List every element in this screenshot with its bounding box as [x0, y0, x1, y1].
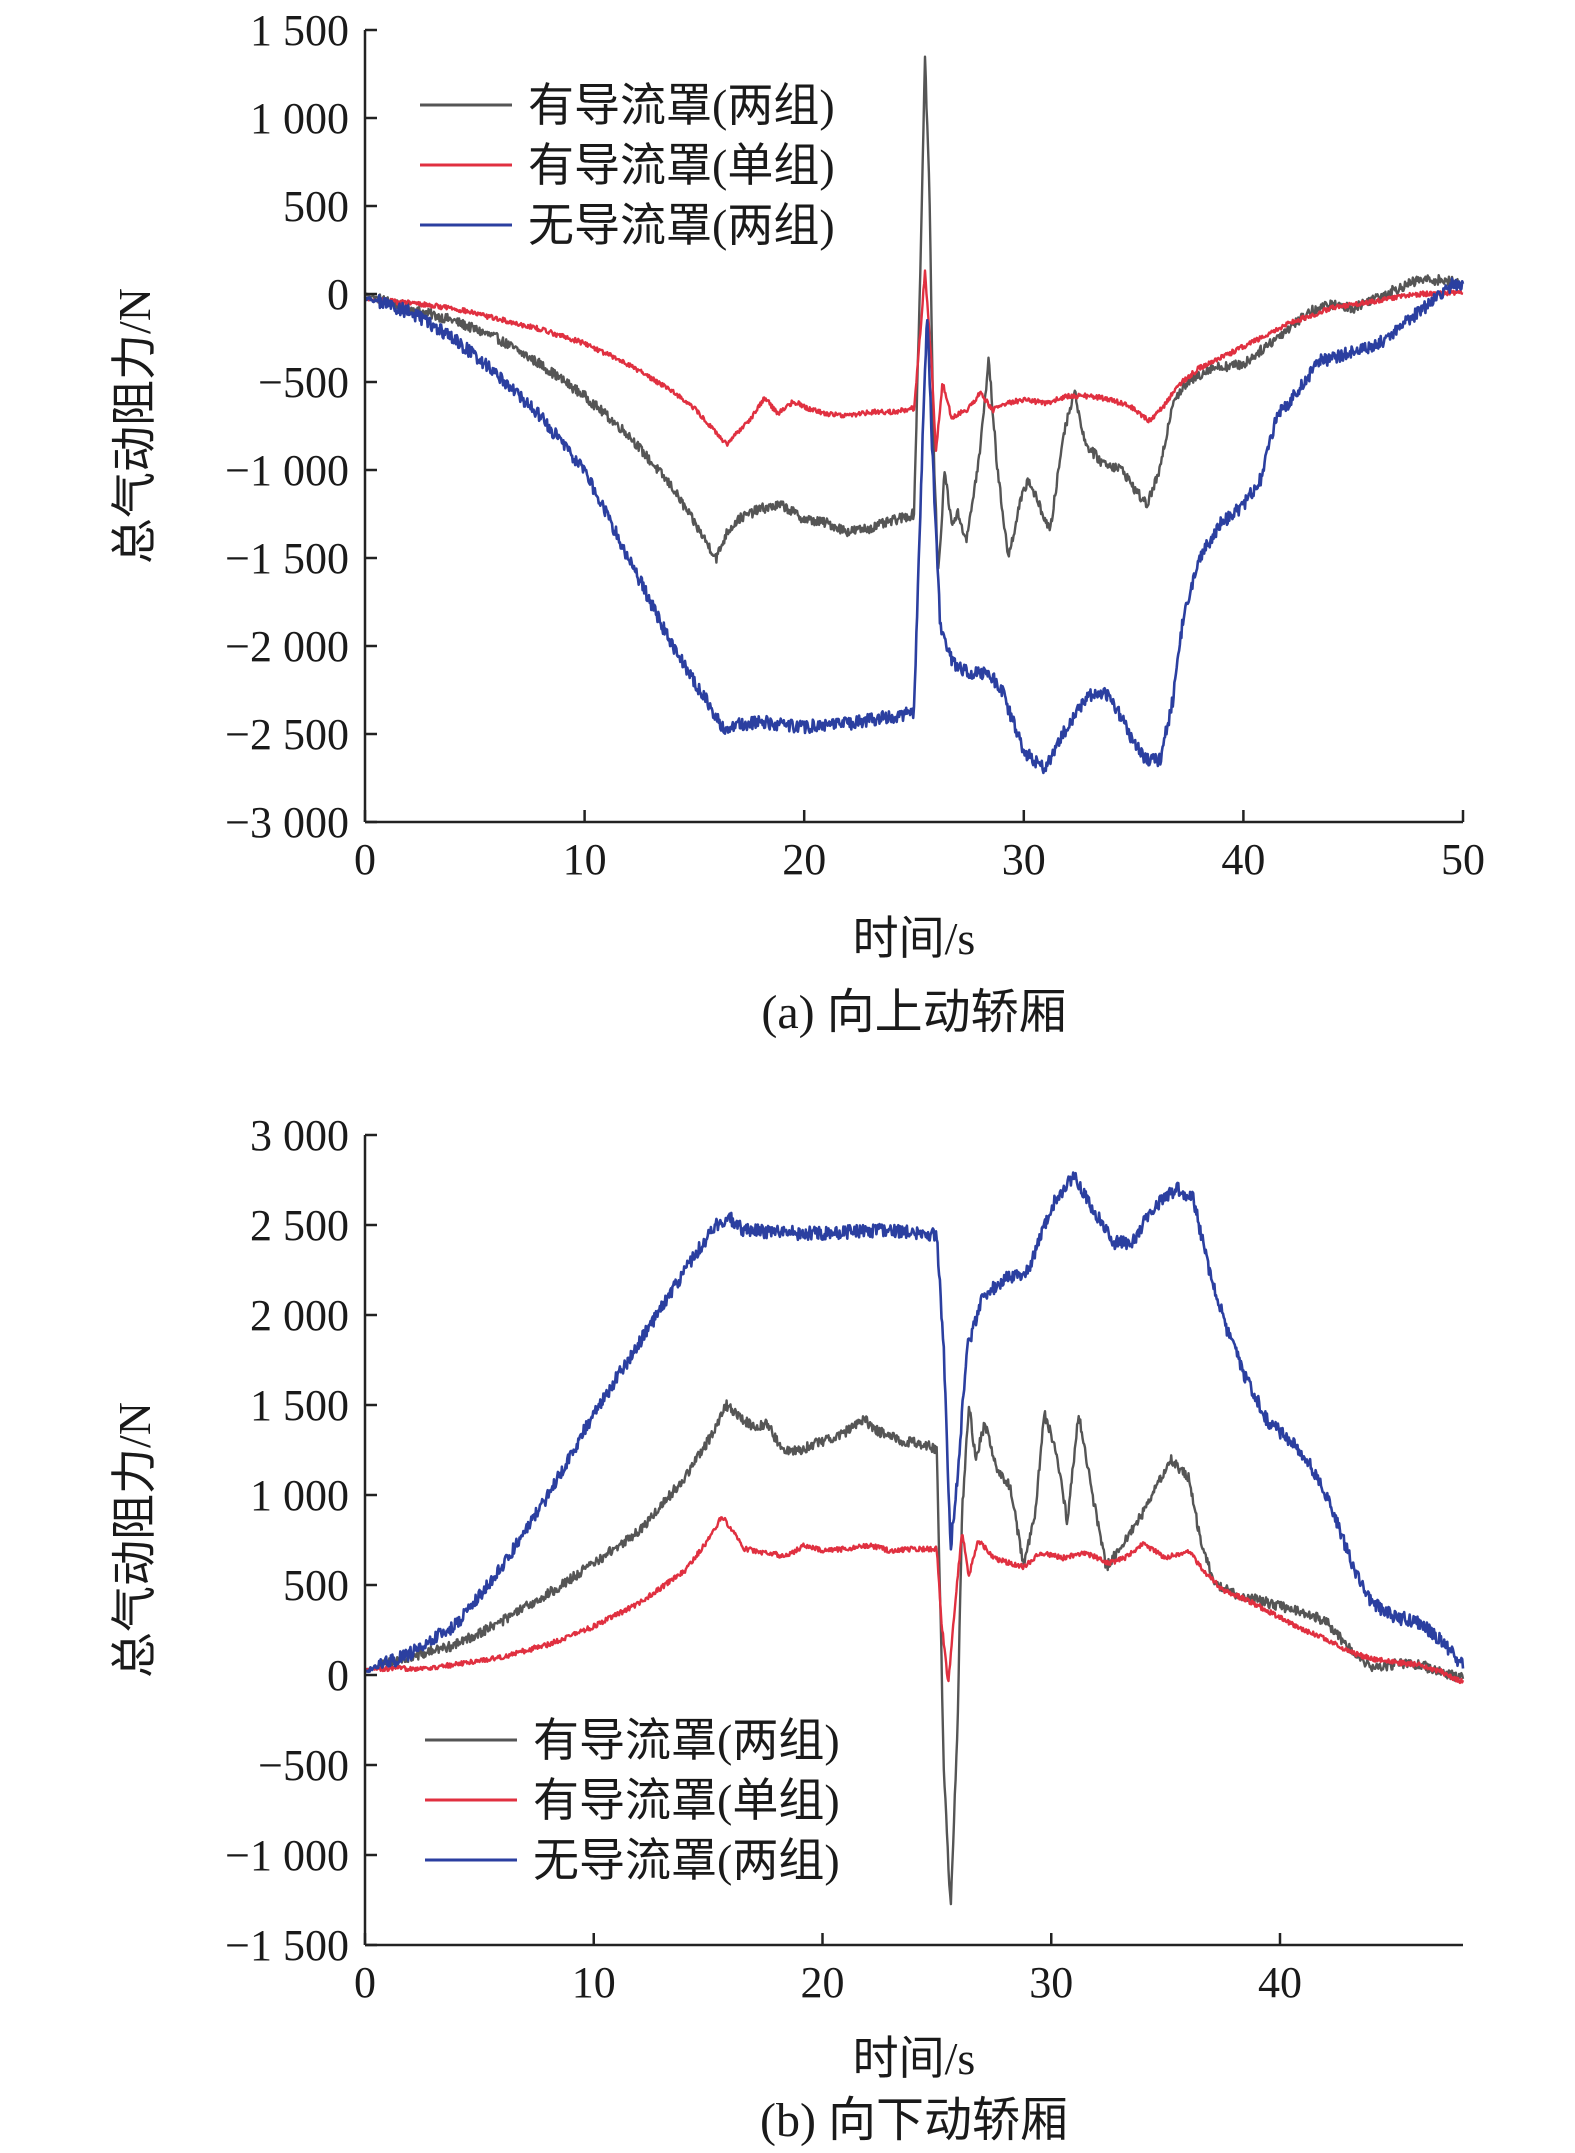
chart-a-y-ticks: 1 500 1 000 500 0 −500 −1 000 −1 500 −2 000 −2 5…	[225, 6, 377, 847]
chart-b-x-tick-label-2: 20	[801, 1958, 845, 2007]
chart-b-legend-label-0: 有导流罩(两组)	[533, 1715, 840, 1766]
chart-a-y-tick-label-6: −1 500	[225, 534, 349, 583]
chart-b-series-group	[363, 1171, 1465, 1906]
chart-b-y-tick-label-3: 1 500	[250, 1381, 349, 1430]
chart-b-x-axis-label: 时间/s	[853, 2033, 976, 2084]
chart-b-y-ticks: 3 000 2 500 2 000 1 500 1 000 500 0 −500 −1 000 −…	[225, 1111, 377, 1970]
chart-a-legend: 有导流罩(两组) 有导流罩(单组) 无导流罩(两组)	[420, 80, 835, 251]
chart-b: 3 000 2 500 2 000 1 500 1 000 500 0 −500 −1 000 −…	[109, 1111, 1465, 2147]
chart-a-y-tick-label-1: 1 000	[250, 94, 349, 143]
chart-b-y-tick-label-4: 1 000	[250, 1471, 349, 1520]
chart-b-x-tick-label-0: 0	[354, 1958, 376, 2007]
chart-b-x-tick-label-1: 10	[572, 1958, 616, 2007]
chart-a-legend-entry-2: 无导流罩(两组)	[420, 200, 835, 251]
chart-a-y-tick-label-4: −500	[258, 358, 349, 407]
chart-a-legend-entry-0: 有导流罩(两组)	[420, 80, 835, 131]
chart-a-y-tick-label-9: −3 000	[225, 798, 349, 847]
chart-a-x-tick-label-2: 20	[782, 835, 826, 884]
chart-b-y-tick-label-5: 500	[283, 1561, 349, 1610]
chart-a-x-tick-label-3: 30	[1002, 835, 1046, 884]
chart-a-legend-label-2: 无导流罩(两组)	[528, 200, 835, 251]
chart-a-y-tick-label-3: 0	[327, 270, 349, 319]
chart-b-x-tick-label-4: 40	[1258, 1958, 1302, 2007]
chart-b-y-tick-label-8: −1 000	[225, 1831, 349, 1880]
chart-a-series-line-0	[363, 55, 1464, 570]
chart-a-y-tick-label-7: −2 000	[225, 622, 349, 671]
chart-b-legend-label-1: 有导流罩(单组)	[533, 1775, 840, 1826]
chart-a-x-tick-label-4: 40	[1221, 835, 1265, 884]
chart-b-y-tick-label-9: −1 500	[225, 1921, 349, 1970]
chart-a-series-group	[363, 55, 1465, 775]
chart-a-legend-entry-1: 有导流罩(单组)	[420, 140, 835, 191]
chart-b-legend-label-2: 无导流罩(两组)	[533, 1835, 840, 1886]
chart-a-legend-label-0: 有导流罩(两组)	[528, 80, 835, 131]
chart-b-y-tick-label-6: 0	[327, 1651, 349, 1700]
chart-a-caption: (a) 向上动轿厢	[761, 986, 1066, 1039]
chart-b-plot-area: 3 000 2 500 2 000 1 500 1 000 500 0 −500 −1 000 −…	[225, 1111, 1465, 2007]
chart-b-legend: 有导流罩(两组) 有导流罩(单组) 无导流罩(两组)	[425, 1715, 840, 1886]
chart-b-y-tick-label-7: −500	[258, 1741, 349, 1790]
chart-b-legend-entry-1: 有导流罩(单组)	[425, 1775, 840, 1826]
chart-a-series-line-2	[363, 277, 1465, 775]
chart-a-y-tick-label-8: −2 500	[225, 710, 349, 759]
chart-b-legend-entry-0: 有导流罩(两组)	[425, 1715, 840, 1766]
chart-b-caption: (b) 向下动轿厢	[760, 2094, 1068, 2147]
chart-b-legend-entry-2: 无导流罩(两组)	[425, 1835, 840, 1886]
chart-b-y-tick-label-2: 2 000	[250, 1291, 349, 1340]
chart-b-series-line-1	[364, 1516, 1465, 1685]
chart-b-x-tick-label-3: 30	[1029, 1958, 1073, 2007]
chart-a-x-tick-label-5: 50	[1441, 835, 1485, 884]
chart-b-y-tick-label-0: 3 000	[250, 1111, 349, 1160]
chart-b-series-line-2	[363, 1171, 1465, 1674]
chart-b-x-ticks: 0 10 20 30 40	[354, 1933, 1302, 2007]
chart-b-series-line-0	[363, 1399, 1465, 1906]
chart-a-x-tick-label-0: 0	[354, 835, 376, 884]
chart-a-y-axis-label: 总气动阻力/N	[109, 288, 160, 564]
chart-a-x-ticks: 0 10 20 30 40 50	[354, 810, 1485, 884]
chart-a-x-tick-label-1: 10	[563, 835, 607, 884]
chart-a-y-tick-label-5: −1 000	[225, 446, 349, 495]
chart-a-series-line-1	[364, 269, 1464, 452]
chart-a-legend-label-1: 有导流罩(单组)	[528, 140, 835, 191]
chart-a-x-axis-label: 时间/s	[853, 913, 976, 964]
chart-a-y-tick-label-2: 500	[283, 182, 349, 231]
chart-b-y-tick-label-1: 2 500	[250, 1201, 349, 1250]
chart-a-y-tick-label-0: 1 500	[250, 6, 349, 55]
chart-b-y-axis-label: 总气动阻力/N	[109, 1402, 160, 1678]
